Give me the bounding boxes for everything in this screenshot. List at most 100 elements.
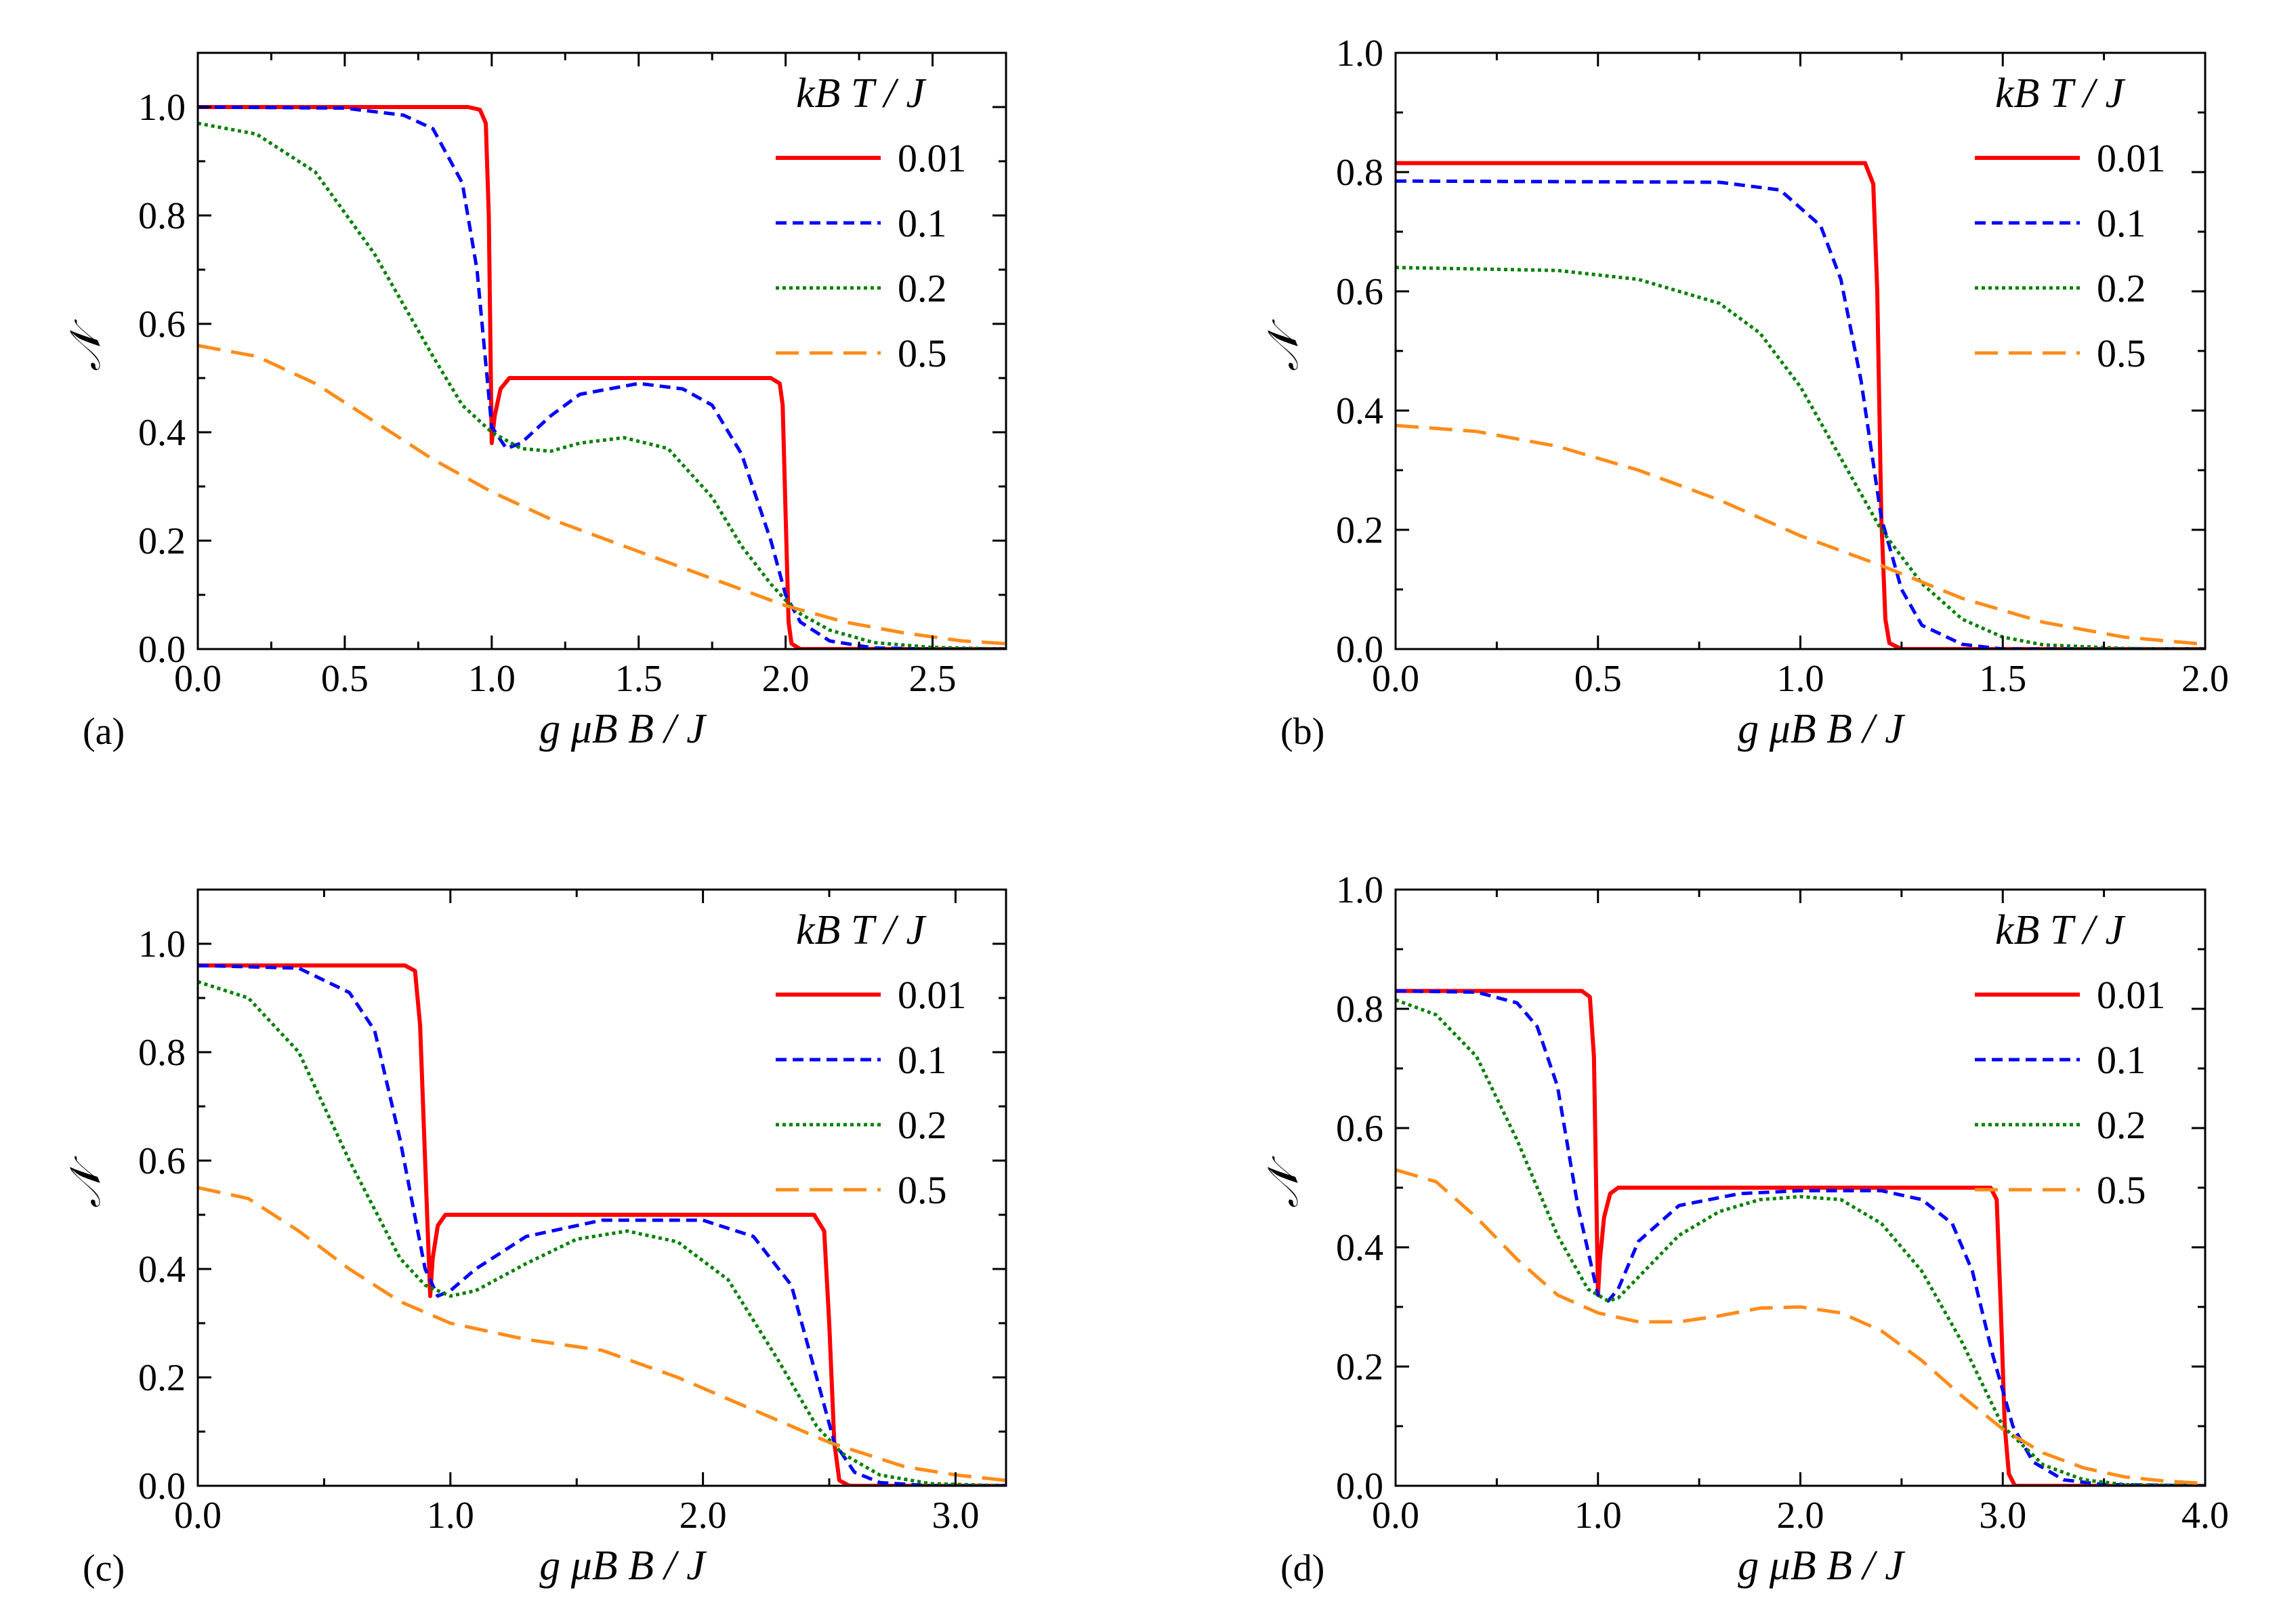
x-tick-label: 1.0 bbox=[427, 1495, 474, 1537]
series-line-0-2 bbox=[198, 121, 1006, 649]
legend-label: 0.5 bbox=[2097, 1168, 2146, 1212]
y-tick-label: 0.0 bbox=[1336, 1465, 1383, 1507]
y-tick-label: 1.0 bbox=[138, 87, 186, 129]
x-tick-label: 4.0 bbox=[2181, 1495, 2229, 1537]
x-tick-label: 0.5 bbox=[1574, 658, 1622, 700]
panel-label: (a) bbox=[83, 711, 125, 753]
series-group bbox=[198, 963, 1006, 1486]
series-line-0-5 bbox=[1396, 423, 2205, 646]
x-tick-label: 0.0 bbox=[174, 1495, 222, 1537]
y-tick-label: 0.2 bbox=[1336, 509, 1383, 551]
legend-label: 0.1 bbox=[2097, 1038, 2146, 1082]
legend-title: kB T / J bbox=[1995, 907, 2125, 953]
y-tick-label: 0.6 bbox=[138, 304, 186, 346]
y-tick-label: 0.2 bbox=[138, 520, 186, 562]
x-tick-label: 1.5 bbox=[1979, 658, 2026, 700]
series-group bbox=[1396, 161, 2205, 649]
series-line-0-1 bbox=[198, 963, 1006, 1486]
series-line-0-1 bbox=[198, 105, 1006, 649]
x-tick-label: 1.5 bbox=[615, 658, 663, 700]
series-group bbox=[1396, 988, 2205, 1486]
panel-label: (b) bbox=[1280, 711, 1324, 753]
x-tick-label: 1.0 bbox=[1574, 1495, 1622, 1537]
y-tick-label: 0.4 bbox=[138, 412, 186, 454]
x-tick-label: 2.0 bbox=[2181, 658, 2229, 700]
y-tick-label: 0.2 bbox=[1336, 1346, 1383, 1388]
series-line-0-1 bbox=[1396, 179, 2205, 649]
series-line-0-2 bbox=[198, 980, 1006, 1486]
y-tick-label: 0.4 bbox=[1336, 1227, 1383, 1269]
panel-d: 0.0 1.0 2.0 3.0 4.0 0.0 0.2 0.4 0.6 0.8 1.0 g μB B … bbox=[1261, 869, 2229, 1589]
x-tick-label: 2.5 bbox=[909, 658, 957, 700]
legend-label: 0.5 bbox=[898, 1168, 947, 1212]
y-tick-label: 0.8 bbox=[138, 1032, 186, 1074]
x-tick-label: 0.0 bbox=[1372, 658, 1419, 700]
panel-label: (d) bbox=[1280, 1547, 1324, 1589]
y-tick-label: 0.6 bbox=[1336, 1108, 1383, 1150]
legend-label: 0.5 bbox=[2097, 331, 2146, 375]
legend-label: 0.01 bbox=[2097, 973, 2166, 1017]
legend-label: 0.1 bbox=[898, 1038, 947, 1082]
plot-frame bbox=[196, 888, 1007, 1487]
legend-label: 0.2 bbox=[898, 1103, 947, 1147]
x-tick-label: 3.0 bbox=[932, 1495, 979, 1537]
y-tick-label: 0.4 bbox=[138, 1249, 186, 1291]
y-tick-label: 0.8 bbox=[138, 195, 186, 237]
y-tick-label: 0.6 bbox=[138, 1140, 186, 1182]
series-line-0-5 bbox=[198, 1186, 1006, 1482]
x-axis-label: g μB B / J bbox=[1738, 1543, 1905, 1589]
plot-frame bbox=[1394, 51, 2207, 650]
y-tick-label: 0.8 bbox=[1336, 152, 1383, 194]
legend-label: 0.01 bbox=[2097, 136, 2166, 180]
panel-a: 0.0 0.5 1.0 1.5 2.0 2.5 0.0 0.2 0.4 0.6 0.8 1.0 g μB… bbox=[63, 51, 1007, 753]
legend-label: 0.2 bbox=[898, 266, 947, 310]
x-tick-label: 3.0 bbox=[1979, 1495, 2026, 1537]
series-group bbox=[198, 105, 1006, 649]
legend-label: 0.2 bbox=[2097, 266, 2146, 310]
y-tick-label: 0.6 bbox=[1336, 271, 1383, 313]
legend-title: kB T / J bbox=[796, 70, 926, 117]
series-line-0-2 bbox=[1396, 266, 2205, 649]
panel-c: 0.0 1.0 2.0 3.0 0.0 0.2 0.4 0.6 0.8 1.0 g μB B / J… bbox=[63, 888, 1007, 1589]
y-axis-label: 𝒩 bbox=[1261, 319, 1307, 371]
series-line-0-5 bbox=[198, 343, 1006, 646]
y-tick-label: 0.4 bbox=[1336, 390, 1383, 432]
x-tick-label: 2.0 bbox=[1777, 1495, 1824, 1537]
y-axis-label: 𝒩 bbox=[63, 1156, 109, 1208]
x-tick-label: 0.5 bbox=[321, 658, 369, 700]
x-axis-label: g μB B / J bbox=[1738, 706, 1905, 752]
legend-label: 0.2 bbox=[2097, 1103, 2146, 1147]
y-tick-label: 0.0 bbox=[138, 629, 186, 671]
x-tick-label: 0.0 bbox=[1372, 1495, 1419, 1537]
y-tick-label: 1.0 bbox=[1336, 33, 1383, 75]
legend-label: 0.1 bbox=[2097, 201, 2146, 245]
series-line-0-01 bbox=[198, 105, 1006, 649]
legend-title: kB T / J bbox=[1995, 70, 2125, 117]
y-tick-label: 0.0 bbox=[1336, 629, 1383, 671]
x-tick-label: 1.0 bbox=[1777, 658, 1824, 700]
legend-label: 0.01 bbox=[898, 973, 967, 1017]
y-axis-label: 𝒩 bbox=[63, 319, 109, 371]
series-line-0-01 bbox=[1396, 161, 2205, 649]
series-line-0-1 bbox=[1396, 989, 2205, 1486]
legend-label: 0.5 bbox=[898, 331, 947, 375]
x-tick-label: 2.0 bbox=[679, 1495, 727, 1537]
x-tick-label: 1.0 bbox=[468, 658, 516, 700]
x-tick-label: 2.0 bbox=[762, 658, 810, 700]
series-line-0-01 bbox=[198, 963, 1006, 1486]
panel-label: (c) bbox=[83, 1547, 125, 1589]
x-axis-label: g μB B / J bbox=[539, 706, 707, 752]
y-tick-label: 1.0 bbox=[138, 923, 186, 965]
y-tick-label: 1.0 bbox=[1336, 869, 1383, 911]
series-line-0-01 bbox=[1396, 988, 2205, 1486]
series-line-0-2 bbox=[1396, 998, 2205, 1486]
y-tick-label: 0.2 bbox=[138, 1357, 186, 1399]
legend-label: 0.01 bbox=[898, 136, 967, 180]
y-tick-label: 0.0 bbox=[138, 1465, 186, 1507]
legend-title: kB T / J bbox=[796, 907, 926, 953]
legend-label: 0.1 bbox=[898, 201, 947, 245]
y-tick-label: 0.8 bbox=[1336, 988, 1383, 1030]
series-line-0-5 bbox=[1396, 1168, 2205, 1485]
x-axis-label: g μB B / J bbox=[539, 1543, 707, 1589]
